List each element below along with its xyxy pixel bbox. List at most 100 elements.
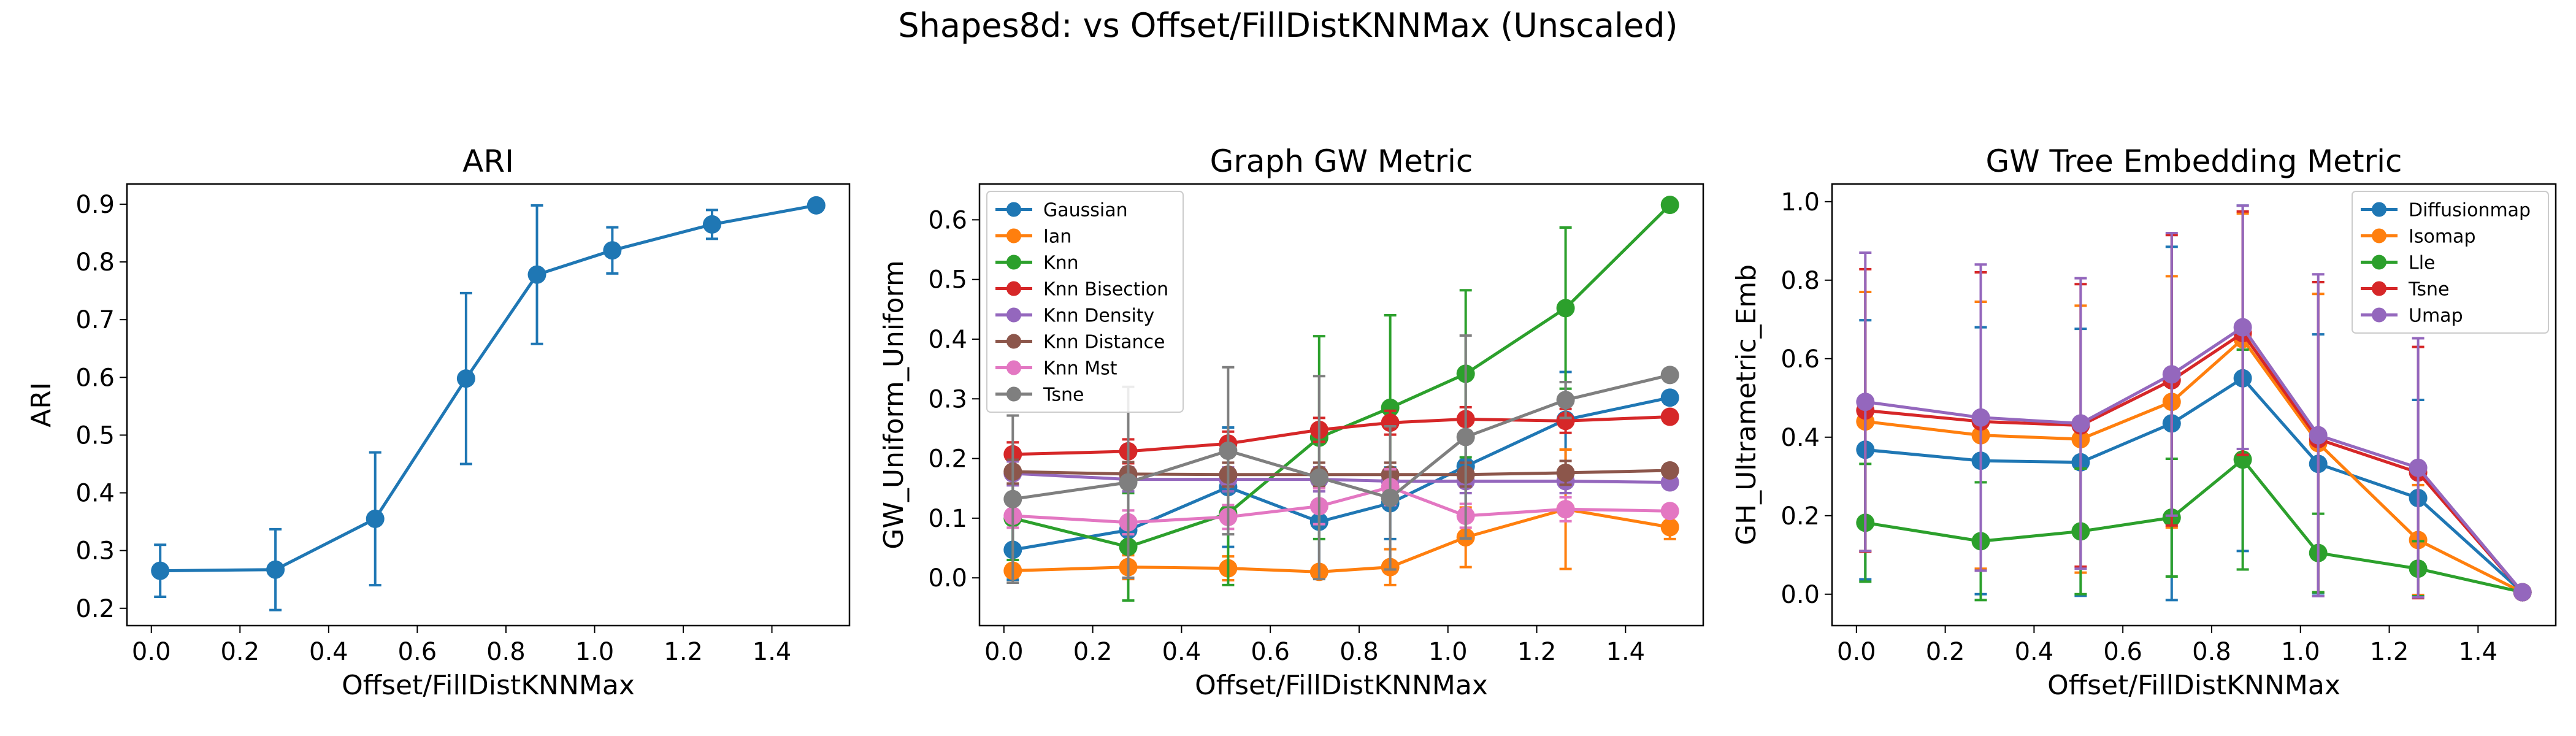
x-tick-label: 0.4 <box>309 638 348 666</box>
x-tick-label: 0.4 <box>2015 638 2054 666</box>
legend-marker <box>1006 334 1021 349</box>
data-point <box>1856 393 1875 412</box>
data-point <box>1219 441 1238 460</box>
x-tick-label: 0.8 <box>486 638 526 666</box>
legend-box <box>986 191 1184 413</box>
series-line <box>1865 376 2524 594</box>
data-point <box>1660 366 1679 385</box>
legend-label: Tsne <box>2408 279 2449 301</box>
y-tick-label: 0.4 <box>928 326 967 354</box>
x-tick-label: 0.0 <box>132 638 171 666</box>
legend-label: Tsne <box>1043 385 1084 406</box>
x-tick-label: 0.0 <box>1837 638 1876 666</box>
legend-label: Knn Distance <box>1043 332 1165 353</box>
data-point <box>1003 489 1022 508</box>
x-tick-label: 0.4 <box>1162 638 1202 666</box>
y-tick-label: 0.5 <box>928 266 967 294</box>
data-point <box>807 196 826 215</box>
x-tick-label: 0.8 <box>1340 638 1379 666</box>
y-tick-label: 0.8 <box>1781 267 1820 295</box>
axes-frame <box>978 183 1704 627</box>
series-line <box>1865 331 2524 594</box>
legend-label: Knn Density <box>1043 305 1154 327</box>
y-tick-label: 0.2 <box>928 445 967 473</box>
y-axis-label: GH_Ultrametric_Emb <box>1731 264 1762 545</box>
y-axis-label: ARI <box>26 382 57 427</box>
x-tick-label: 1.4 <box>753 638 792 666</box>
x-tick-label: 1.2 <box>664 638 703 666</box>
legend-item: Knn Density <box>995 305 1154 327</box>
legend-label: Isomap <box>2409 226 2475 248</box>
data-point <box>527 265 546 284</box>
series-line <box>1865 457 2523 594</box>
x-tick-label: 0.2 <box>220 638 259 666</box>
y-tick-label: 0.6 <box>75 364 115 392</box>
legend-marker <box>1006 386 1021 402</box>
data-point <box>2162 365 2181 384</box>
legend-marker <box>1006 360 1021 375</box>
x-tick-label: 0.6 <box>1251 638 1290 666</box>
data-point <box>2513 583 2532 602</box>
panel-title: Graph GW Metric <box>1210 144 1473 179</box>
series-line <box>1013 469 1670 477</box>
series-line <box>1013 472 1670 484</box>
plot-area <box>1856 204 2532 602</box>
x-tick-label: 0.2 <box>1926 638 1965 666</box>
x-tick-label: 1.2 <box>2370 638 2409 666</box>
legend-item: Knn <box>995 253 1079 274</box>
y-tick-label: 0.6 <box>1781 345 1820 374</box>
plot-area <box>151 196 826 611</box>
legend-item: Isomap <box>2361 226 2475 248</box>
series-line <box>1012 373 1671 501</box>
data-point <box>1660 518 1679 537</box>
y-tick-label: 0.0 <box>1781 581 1820 609</box>
data-point <box>603 241 622 260</box>
axes-frame <box>1831 183 2557 627</box>
legend-label: Diffusionmap <box>2409 200 2531 221</box>
y-tick-label: 0.4 <box>75 480 115 508</box>
data-point <box>1381 398 1400 417</box>
series-ari <box>151 196 826 611</box>
y-tick-label: 0.2 <box>75 595 115 623</box>
legend-item: Knn Mst <box>995 358 1117 380</box>
data-point <box>151 561 170 580</box>
x-axis: 0.0 0.2 0.4 0.6 0.8 1.0 1.2 1.4 Offset/FillDistK… <box>132 626 791 701</box>
x-tick-label: 1.4 <box>2459 638 2498 666</box>
legend-label: Knn Bisection <box>1043 279 1168 301</box>
y-tick-label: 0.0 <box>928 564 967 592</box>
legend-marker <box>1006 307 1021 323</box>
series-line <box>1865 325 2524 594</box>
data-point <box>1660 407 1679 426</box>
y-tick-label: 0.6 <box>928 206 967 234</box>
legend-label: Ian <box>1043 226 1071 248</box>
y-axis: 0.0 0.2 0.4 0.6 0.8 1.0 GH_Ultrametric_Emb <box>1731 188 1832 609</box>
x-tick-label: 0.8 <box>2192 638 2231 666</box>
legend-marker <box>1006 281 1021 296</box>
y-tick-label: 0.1 <box>928 505 967 533</box>
x-axis: 0.0 0.2 0.4 0.6 0.8 1.0 1.2 1.4 Offset/FillDistK… <box>1837 626 2497 701</box>
legend-item: Knn Bisection <box>995 279 1168 301</box>
legend-marker <box>2372 281 2386 296</box>
legend-item: Ian <box>995 226 1071 248</box>
x-axis: 0.0 0.2 0.4 0.6 0.8 1.0 1.2 1.4 Offset/FillDistK… <box>984 626 1645 701</box>
series-line <box>1013 507 1671 573</box>
x-tick-label: 1.4 <box>1606 638 1646 666</box>
y-tick-label: 0.5 <box>75 421 115 450</box>
y-tick-label: 0.3 <box>928 385 967 413</box>
data-point <box>456 369 475 388</box>
legend-label: Lle <box>2409 253 2436 274</box>
axes-frame <box>126 183 851 627</box>
legend-marker <box>2372 307 2386 323</box>
data-point <box>1456 427 1475 447</box>
series-tsne <box>1003 334 1679 584</box>
panel-gw-tree-embedding-metric: GW Tree Embedding Metric 0.0 0.2 0.4 0.6 0.8 1… <box>1731 144 2557 701</box>
legend-label: Gaussian <box>1043 200 1128 221</box>
legend-marker <box>1006 202 1021 217</box>
plot-area <box>1003 196 1679 602</box>
panel-graph-gw-metric: Graph GW Metric 0.0 0.2 0.4 0.6 0.8 1.0 1.2 1.4 O… <box>878 144 1704 701</box>
data-point <box>1660 196 1679 215</box>
y-tick-label: 1.0 <box>1781 188 1820 217</box>
legend: Diffusionmap Isomap Lle Tsne Umap <box>2352 191 2549 334</box>
